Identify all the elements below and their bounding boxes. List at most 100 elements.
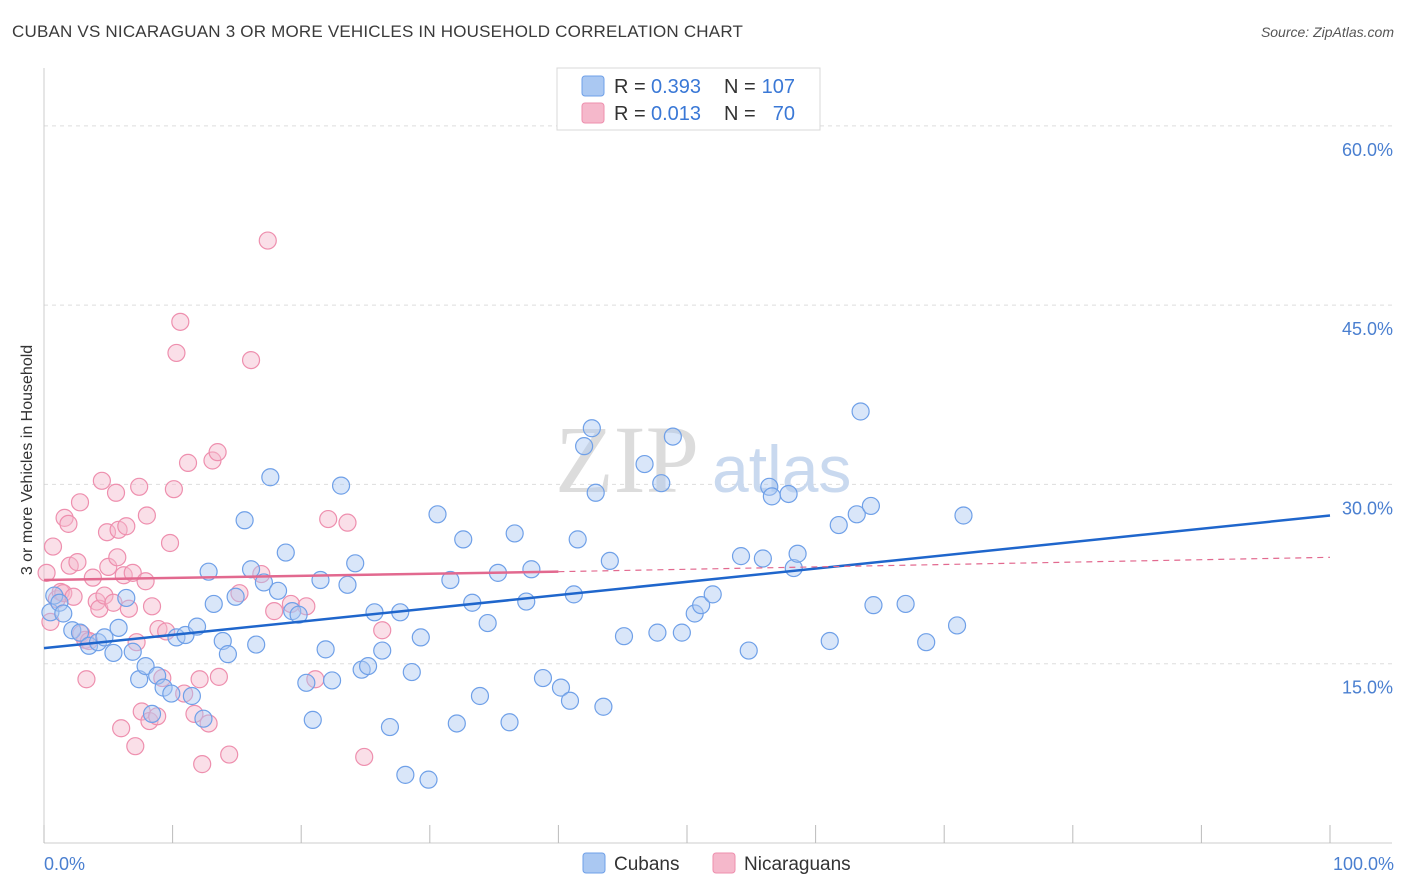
nicaraguans-point-59 <box>241 350 261 370</box>
cubans-trend-line <box>43 514 1331 650</box>
cubans-point-38 <box>297 673 316 692</box>
cubans-points <box>41 402 973 789</box>
cubans-point-67 <box>522 560 541 579</box>
nicaraguans-point-61 <box>258 231 277 250</box>
cubans-point-74 <box>582 419 601 438</box>
cubans-point-101 <box>896 594 915 614</box>
bottom-legend-label-cubans: Cubans <box>614 854 680 875</box>
cubans-point-57 <box>441 570 460 590</box>
nicaraguans-point-21 <box>97 523 117 542</box>
series-legend: Cubans Nicaraguans <box>582 852 851 875</box>
nicaraguans-point-16 <box>83 568 102 587</box>
cubans-point-37 <box>289 605 308 624</box>
cubans-point-33 <box>261 468 280 487</box>
cubans-point-72 <box>568 530 587 549</box>
cubans-point-62 <box>478 613 497 633</box>
nicaraguans-point-36 <box>136 572 155 591</box>
nicaraguans-trend-line <box>43 570 559 582</box>
cubans-point-41 <box>316 640 335 659</box>
cubans-point-65 <box>505 524 524 543</box>
cubans-point-70 <box>560 691 580 710</box>
cubans-point-94 <box>788 544 807 563</box>
nicaraguans-point-10 <box>68 553 87 572</box>
legend-n-label-cubans: N = <box>724 76 756 98</box>
cubans-point-64 <box>500 713 519 732</box>
cubans-point-81 <box>652 474 671 493</box>
nicaraguans-point-67 <box>338 513 357 532</box>
cubans-point-55 <box>419 770 438 789</box>
legend-swatch-nicaraguans <box>581 102 605 124</box>
cubans-point-61 <box>470 686 490 706</box>
correlation-legend: R = 0.393 N = 107 R = 0.013 N = 70 <box>556 67 821 131</box>
cubans-point-102 <box>917 633 936 652</box>
cubans-point-43 <box>331 476 351 495</box>
source-credit: Source: ZipAtlas.com <box>1260 24 1394 40</box>
cubans-point-85 <box>692 596 711 615</box>
cubans-point-39 <box>303 710 322 729</box>
nicaraguans-point-25 <box>108 548 127 567</box>
nicaraguans-point-37 <box>137 506 156 525</box>
cubans-point-79 <box>635 454 654 474</box>
cubans-point-50 <box>380 717 400 737</box>
legend-r-value-nicaraguans: 0.013 <box>651 103 701 125</box>
cubans-point-97 <box>847 505 866 524</box>
legend-r-label-nicaraguans: R = <box>614 103 646 125</box>
nicaraguans-point-39 <box>142 597 162 616</box>
cubans-point-34 <box>268 581 288 600</box>
nicaraguans-point-32 <box>126 737 145 756</box>
cubans-point-25 <box>204 594 223 614</box>
cubans-point-75 <box>586 483 605 502</box>
cubans-point-27 <box>218 645 237 664</box>
cubans-point-10 <box>109 618 128 637</box>
cubans-point-47 <box>358 656 378 676</box>
x-tick-label-max: 100.0% <box>1333 854 1394 874</box>
cubans-point-24 <box>199 562 218 581</box>
nicaraguans-point-30 <box>119 599 138 618</box>
cubans-point-18 <box>162 684 181 703</box>
x-tick-labels: 0.0% 100.0% <box>44 854 1394 874</box>
nicaraguans-point-31 <box>123 563 142 582</box>
legend-swatch-cubans <box>581 75 605 97</box>
cubans-point-32 <box>254 573 274 592</box>
nicaraguans-point-1 <box>41 612 60 631</box>
cubans-point-53 <box>402 662 421 682</box>
cubans-point-80 <box>648 623 667 642</box>
nicaraguans-point-14 <box>77 670 96 689</box>
legend-n-value-cubans: 107 <box>762 76 795 98</box>
nicaraguans-point-34 <box>130 477 149 496</box>
cubans-point-104 <box>954 506 973 525</box>
axes <box>43 68 1392 844</box>
y-tick-label-45: 45.0% <box>1342 319 1393 339</box>
cubans-point-3 <box>54 604 73 623</box>
nicaraguans-point-49 <box>178 453 198 472</box>
cubans-point-78 <box>614 627 634 646</box>
cubans-point-6 <box>79 636 99 655</box>
cubans-point-99 <box>861 496 880 516</box>
nicaraguans-point-27 <box>112 719 131 738</box>
cubans-point-100 <box>864 596 883 615</box>
cubans-point-56 <box>428 505 447 524</box>
cubans-point-58 <box>447 714 466 733</box>
watermark-atlas: atlas <box>712 432 851 506</box>
cubans-point-44 <box>338 575 357 594</box>
cubans-point-88 <box>739 641 758 660</box>
cubans-point-28 <box>226 587 245 606</box>
cubans-point-96 <box>829 515 848 535</box>
cubans-point-83 <box>672 623 691 642</box>
watermark-zip: ZIP <box>555 406 699 513</box>
nicaraguans-point-0 <box>37 563 56 582</box>
bottom-legend-swatch-nicaraguans <box>712 852 736 874</box>
cubans-point-29 <box>235 511 254 530</box>
nicaraguans-point-66 <box>319 509 338 529</box>
nicaraguans-point-7 <box>59 514 78 533</box>
nicaraguans-point-44 <box>160 533 180 553</box>
cubans-point-52 <box>396 765 415 784</box>
gridlines <box>44 125 1392 665</box>
nicaraguans-point-68 <box>355 747 374 767</box>
nicaraguans-point-19 <box>92 471 111 490</box>
nicaraguans-point-56 <box>209 667 228 686</box>
x-tick-label-min: 0.0% <box>44 854 85 874</box>
cubans-point-82 <box>663 427 682 446</box>
y-tick-label-30: 30.0% <box>1342 498 1393 518</box>
